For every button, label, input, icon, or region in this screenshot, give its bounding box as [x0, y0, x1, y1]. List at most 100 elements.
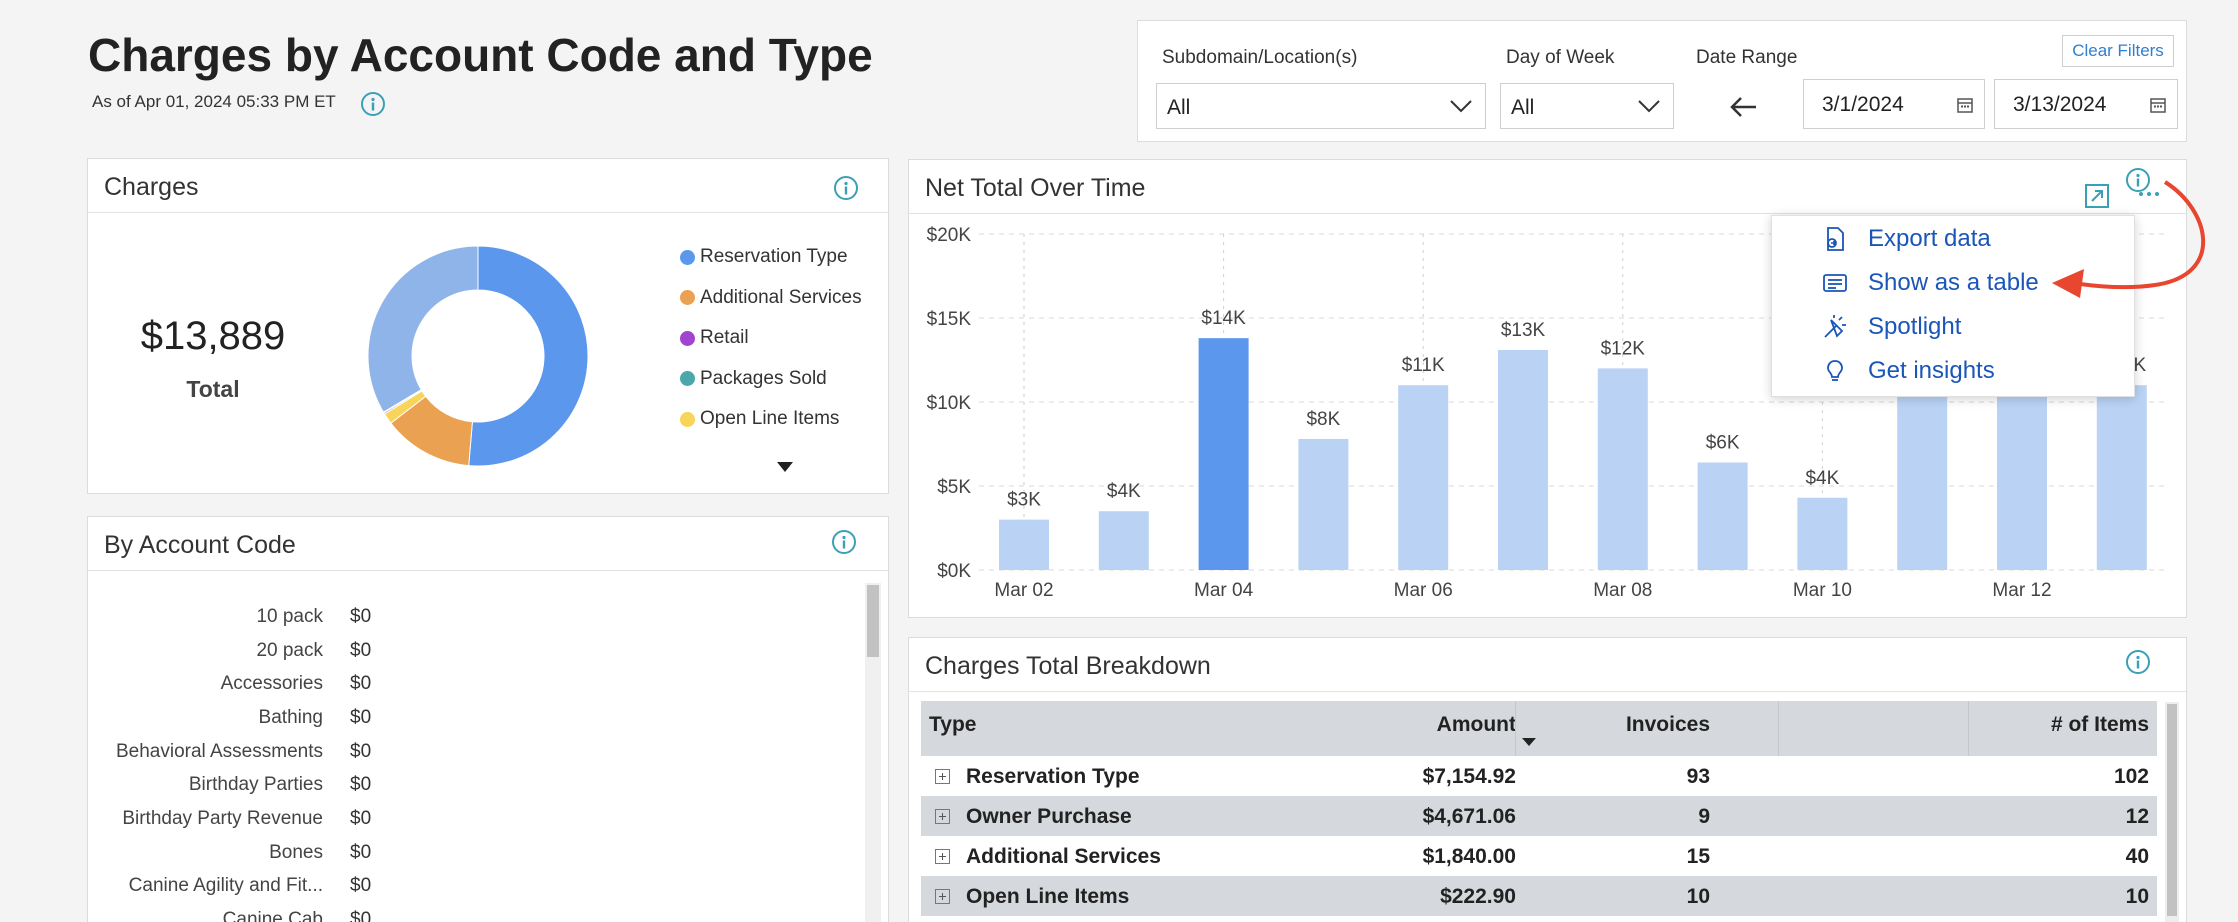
- info-icon[interactable]: [833, 175, 859, 201]
- account-value: $0: [350, 673, 372, 695]
- cell-invoices: 9: [1698, 805, 1710, 828]
- legend-more-caret-icon[interactable]: [776, 461, 794, 473]
- expand-row-icon[interactable]: [935, 849, 950, 864]
- legend-item[interactable]: Reservation Type: [680, 237, 862, 278]
- table-header: Type Amount Invoices # of Items: [921, 701, 2157, 756]
- bar[interactable]: [1098, 511, 1149, 570]
- menu-item-spotlight[interactable]: Spotlight: [1772, 305, 2134, 349]
- list-item: Birthday Parties $0: [88, 768, 418, 802]
- scrollbar-thumb[interactable]: [867, 585, 879, 657]
- subdomain-select[interactable]: All: [1156, 83, 1486, 129]
- cell-amount: $222.90: [1440, 885, 1516, 908]
- menu-item-label: Show as a table: [1868, 269, 2039, 296]
- panel-divider: [88, 570, 888, 571]
- account-name: 10 pack: [256, 605, 323, 627]
- charges-total-label: Total: [186, 376, 240, 402]
- menu-item-show-as-table[interactable]: Show as a table: [1772, 261, 2134, 305]
- table-scrollbar[interactable]: [2165, 702, 2179, 922]
- scrollbar-thumb[interactable]: [2167, 704, 2177, 916]
- bar[interactable]: [1198, 338, 1249, 570]
- bar[interactable]: [1697, 462, 1748, 570]
- donut-slice[interactable]: [468, 245, 589, 467]
- bar[interactable]: [1298, 438, 1349, 570]
- day-of-week-select[interactable]: All: [1500, 83, 1674, 129]
- legend-item[interactable]: Additional Services: [680, 278, 862, 319]
- export-icon: [1827, 227, 1844, 251]
- expand-row-icon[interactable]: [935, 769, 950, 784]
- table-row[interactable]: Owner Purchase $4,671.06 9 12: [921, 796, 2157, 836]
- date-start-input[interactable]: 3/1/2024: [1803, 79, 1985, 129]
- bar[interactable]: [1797, 497, 1848, 570]
- donut-slice[interactable]: [367, 245, 479, 413]
- menu-item-export-data[interactable]: Export data: [1772, 217, 2134, 261]
- clear-filters-button[interactable]: Clear Filters: [2062, 35, 2174, 67]
- bar[interactable]: [999, 519, 1049, 570]
- info-icon[interactable]: [2125, 649, 2151, 675]
- panel-divider: [909, 213, 2186, 214]
- list-item: Canine Cab $0: [88, 903, 418, 922]
- menu-item-label: Get insights: [1868, 357, 1995, 384]
- date-range-label: Date Range: [1696, 47, 1798, 68]
- bar[interactable]: [1897, 385, 1948, 570]
- expand-icon[interactable]: [2084, 183, 2110, 209]
- table-row[interactable]: Open Line Items $222.90 10 10: [921, 876, 2157, 916]
- account-name: Behavioral Assessments: [116, 740, 323, 762]
- table-row[interactable]: Additional Services $1,840.00 15 40: [921, 836, 2157, 876]
- breakdown-panel: Charges Total Breakdown Type Amount Invo…: [908, 637, 2187, 922]
- list-item: 20 pack $0: [88, 634, 418, 668]
- date-end-input[interactable]: 3/13/2024: [1994, 79, 2178, 129]
- account-code-scrollbar[interactable]: [865, 583, 881, 922]
- net-total-bar-chart[interactable]: $0K $5K $10K $15K $20K $3K $4K $14K $8K $11K $13K $…: [909, 160, 2188, 619]
- bar[interactable]: [1498, 349, 1548, 570]
- menu-item-get-insights[interactable]: Get insights: [1772, 349, 2134, 393]
- table-row[interactable]: Reservation Type $7,154.92 93 102: [921, 756, 2157, 796]
- account-value: $0: [350, 605, 372, 627]
- legend-item[interactable]: Packages Sold: [680, 359, 862, 400]
- sort-caret-icon[interactable]: [1521, 737, 1537, 747]
- cell-type: Owner Purchase: [966, 805, 1132, 828]
- cell-items: 12: [2125, 805, 2149, 828]
- column-header-amount[interactable]: Amount: [1436, 713, 1516, 736]
- info-icon[interactable]: [360, 91, 386, 117]
- cell-amount: $1,840.00: [1422, 845, 1516, 868]
- breakdown-title: Charges Total Breakdown: [925, 652, 1211, 680]
- bar[interactable]: [1997, 385, 2047, 570]
- column-header-invoices[interactable]: Invoices: [1625, 713, 1710, 736]
- y-tick-label: $15K: [927, 309, 972, 330]
- panel-divider: [909, 691, 2186, 692]
- subdomain-value: All: [1167, 96, 1191, 119]
- legend-dot: [680, 411, 695, 427]
- list-item: 10 pack $0: [88, 600, 418, 634]
- legend-dot: [680, 330, 695, 346]
- cell-type: Open Line Items: [966, 885, 1130, 908]
- expand-row-icon[interactable]: [935, 889, 950, 904]
- data-label: $13K: [1501, 320, 1546, 341]
- info-icon[interactable]: [831, 529, 857, 555]
- x-tick-label: Mar 04: [1194, 580, 1254, 601]
- column-header-type[interactable]: Type: [929, 713, 977, 736]
- bar[interactable]: [2096, 385, 2147, 570]
- bar[interactable]: [1398, 385, 1449, 570]
- list-item: Canine Agility and Fit... $0: [88, 870, 418, 904]
- legend-label: Open Line Items: [700, 408, 840, 430]
- legend-item[interactable]: Retail: [680, 318, 862, 359]
- account-name: 20 pack: [256, 639, 323, 661]
- account-name: Bathing: [258, 706, 323, 728]
- x-tick-label: Mar 10: [1793, 580, 1852, 601]
- charges-donut-chart[interactable]: [363, 241, 593, 471]
- expand-row-icon[interactable]: [935, 809, 950, 824]
- list-item: Bathing $0: [88, 701, 418, 735]
- more-options-icon[interactable]: [2137, 190, 2161, 198]
- arrow-left-icon[interactable]: [1728, 95, 1758, 119]
- cell-invoices: 93: [1686, 765, 1710, 788]
- bar[interactable]: [1597, 368, 1648, 570]
- info-icon[interactable]: [2125, 167, 2151, 193]
- column-header-items[interactable]: # of Items: [2050, 713, 2149, 736]
- data-label: K: [2133, 355, 2146, 376]
- menu-item-label: Spotlight: [1868, 313, 1962, 340]
- day-of-week-label: Day of Week: [1506, 47, 1615, 68]
- account-value: $0: [350, 841, 372, 863]
- legend-item[interactable]: Open Line Items: [680, 399, 862, 440]
- account-name: Accessories: [220, 673, 323, 695]
- data-label: $3K: [1007, 490, 1041, 511]
